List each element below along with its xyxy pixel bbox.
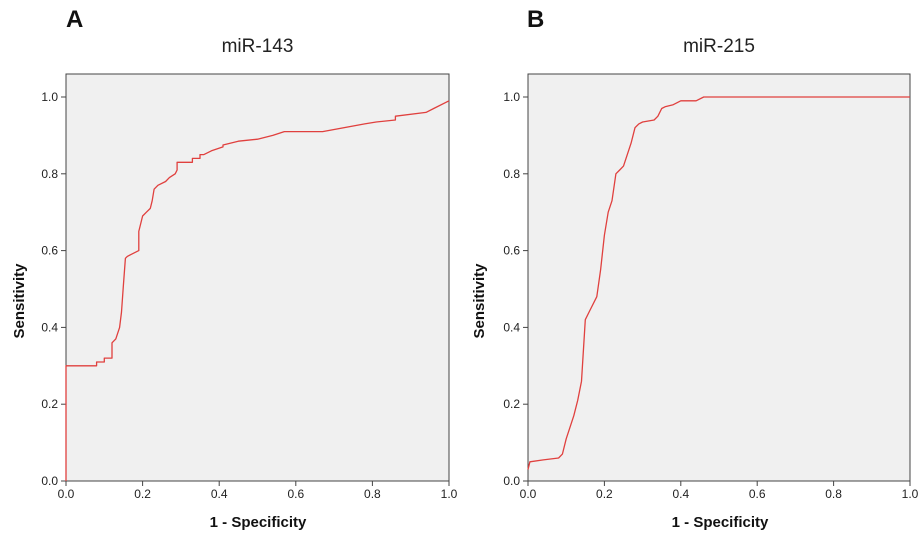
chart-a-x-axis-title: 1 - Specificity [210, 514, 307, 531]
chart-a-svg: miR-143 1 - Specificity Sensitivity 0.00… [11, 36, 458, 531]
chart-b-y-tick-label: 0.4 [503, 320, 520, 334]
chart-b-y-tick-label: 1.0 [503, 90, 520, 104]
chart-a-x-tick-label: 0.4 [211, 487, 228, 501]
chart-b-x-tick-label: 1.0 [902, 487, 919, 501]
chart-panel-b: B miR-215 1 - Specificity Sensitivity 0.… [460, 0, 920, 545]
chart-a-y-tick-label: 0.4 [41, 320, 58, 334]
chart-b-title: miR-215 [683, 36, 755, 57]
chart-a-x-tick-label: 1.0 [441, 487, 458, 501]
chart-panel-a: A miR-143 1 - Specificity Sensitivity 0.… [11, 6, 458, 531]
chart-b-y-tick-label: 0.2 [503, 397, 520, 411]
panel-label-b: B [527, 6, 545, 33]
chart-b-x-axis-title: 1 - Specificity [672, 514, 769, 531]
chart-b-x-tick-label: 0.0 [520, 487, 537, 501]
chart-b-x-tick-label: 0.6 [749, 487, 766, 501]
chart-b-plot-area [527, 73, 911, 482]
chart-a-y-tick-label: 0.8 [41, 167, 58, 181]
chart-a-roc-curve [65, 100, 450, 481]
chart-a-plot-area [65, 73, 450, 482]
chart-a-y-tick-label: 1.0 [41, 90, 58, 104]
panel-label-a: A [66, 6, 84, 33]
chart-a-y-tick-label: 0.2 [41, 397, 58, 411]
chart-b-y-axis-title: Sensitivity [471, 263, 488, 339]
chart-a-x-tick-label: 0.6 [287, 487, 304, 501]
chart-b-y-tick-label: 0.8 [503, 167, 520, 181]
chart-b-roc-curve [527, 96, 910, 470]
chart-b-x-tick-label: 0.2 [596, 487, 613, 501]
chart-b-x-tick-label: 0.4 [672, 487, 689, 501]
chart-a-y-tick-label: 0.6 [41, 244, 58, 258]
chart-a-x-tick-label: 0.8 [364, 487, 381, 501]
chart-b-y-tick-label: 0.0 [503, 474, 520, 488]
chart-b-y-tick-label: 0.6 [503, 244, 520, 258]
chart-a-x-tick-label: 0.2 [134, 487, 151, 501]
chart-a-x-tick-label: 0.0 [58, 487, 75, 501]
chart-b-svg: miR-215 1 - Specificity Sensitivity 0.00… [471, 36, 919, 531]
chart-a-title: miR-143 [222, 36, 294, 57]
chart-a-y-axis-title: Sensitivity [11, 263, 28, 339]
chart-a-y-tick-label: 0.0 [41, 474, 58, 488]
chart-b-x-tick-label: 0.8 [825, 487, 842, 501]
